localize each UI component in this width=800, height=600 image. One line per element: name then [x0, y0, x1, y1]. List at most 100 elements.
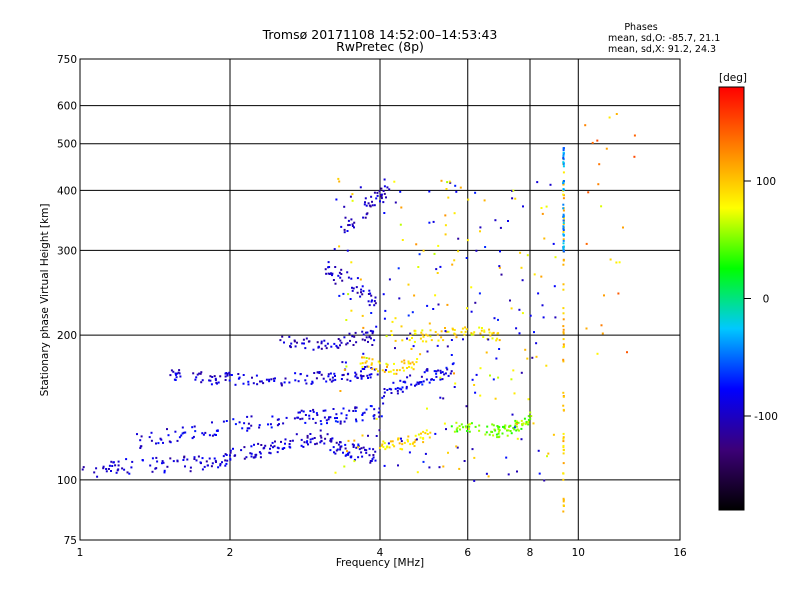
- data-point: [420, 432, 422, 435]
- data-point: [562, 263, 565, 266]
- data-point: [513, 428, 516, 431]
- data-point: [449, 372, 452, 375]
- data-point: [342, 407, 345, 410]
- data-point: [340, 378, 343, 380]
- data-point: [308, 414, 311, 417]
- data-point: [425, 333, 428, 336]
- data-point: [543, 237, 546, 240]
- data-point: [461, 327, 464, 330]
- data-point: [121, 467, 124, 470]
- data-point: [324, 344, 327, 347]
- data-point: [414, 329, 417, 332]
- data-point: [331, 272, 334, 275]
- data-point: [496, 337, 499, 340]
- data-point: [532, 422, 535, 425]
- data-point: [395, 372, 398, 375]
- data-point: [352, 444, 355, 447]
- data-point: [562, 328, 565, 331]
- data-point: [513, 426, 516, 429]
- data-point: [364, 448, 366, 451]
- data-point: [415, 243, 418, 246]
- data-point: [350, 218, 353, 221]
- data-point: [341, 374, 344, 377]
- data-point: [256, 383, 259, 386]
- data-point: [441, 378, 444, 381]
- data-point: [420, 381, 423, 383]
- data-point: [229, 451, 232, 454]
- data-point: [181, 432, 184, 435]
- data-point: [517, 429, 520, 432]
- data-point: [562, 500, 565, 503]
- data-point: [400, 440, 403, 443]
- data-point: [359, 362, 362, 365]
- data-point: [466, 307, 468, 310]
- data-point: [492, 378, 495, 381]
- data-point: [487, 475, 490, 478]
- data-point: [562, 318, 565, 321]
- data-point: [342, 373, 345, 376]
- data-point: [311, 380, 314, 383]
- data-point: [398, 442, 401, 445]
- data-point: [498, 430, 500, 433]
- data-point: [360, 451, 363, 454]
- data-point: [479, 367, 482, 370]
- data-point: [489, 374, 491, 377]
- data-point: [375, 417, 378, 420]
- data-point: [301, 417, 304, 420]
- data-point: [341, 361, 344, 364]
- data-point: [351, 193, 354, 196]
- data-point: [520, 371, 523, 374]
- data-point: [323, 416, 326, 419]
- data-point: [362, 446, 365, 449]
- data-point: [455, 445, 458, 448]
- data-point: [478, 424, 481, 427]
- data-point: [345, 319, 348, 321]
- data-point: [406, 376, 409, 379]
- data-point: [355, 418, 357, 421]
- data-point: [369, 329, 372, 332]
- data-point: [460, 331, 463, 334]
- data-point: [401, 443, 404, 446]
- data-point: [446, 345, 449, 348]
- data-point: [329, 372, 332, 375]
- data-point: [222, 455, 225, 458]
- data-point: [305, 337, 308, 340]
- data-point: [596, 139, 599, 142]
- data-point: [382, 440, 385, 443]
- data-point: [364, 366, 367, 368]
- data-point: [518, 308, 521, 311]
- data-point: [403, 359, 406, 362]
- data-point: [325, 380, 328, 383]
- data-point: [291, 439, 294, 442]
- data-point: [365, 204, 368, 207]
- data-point: [179, 375, 182, 378]
- data-point: [366, 365, 369, 368]
- data-point: [473, 331, 476, 334]
- data-point: [562, 242, 565, 245]
- data-point: [507, 473, 510, 476]
- data-point: [429, 329, 432, 332]
- data-point: [585, 242, 588, 245]
- data-point: [312, 417, 315, 420]
- data-point: [354, 375, 357, 378]
- data-point: [193, 456, 196, 459]
- data-point: [426, 407, 428, 410]
- data-point: [347, 224, 350, 227]
- data-point: [553, 285, 556, 288]
- data-point: [385, 335, 388, 338]
- data-point: [414, 332, 417, 335]
- data-point: [511, 413, 514, 416]
- data-point: [330, 440, 333, 443]
- data-point: [531, 356, 534, 359]
- data-point: [339, 441, 342, 444]
- data-point: [301, 342, 304, 345]
- data-point: [323, 339, 326, 342]
- data-point: [324, 409, 327, 412]
- data-point: [393, 180, 396, 183]
- data-point: [462, 338, 464, 341]
- data-point: [412, 368, 415, 371]
- data-point: [515, 327, 518, 330]
- data-point: [331, 437, 334, 440]
- data-point: [362, 352, 365, 355]
